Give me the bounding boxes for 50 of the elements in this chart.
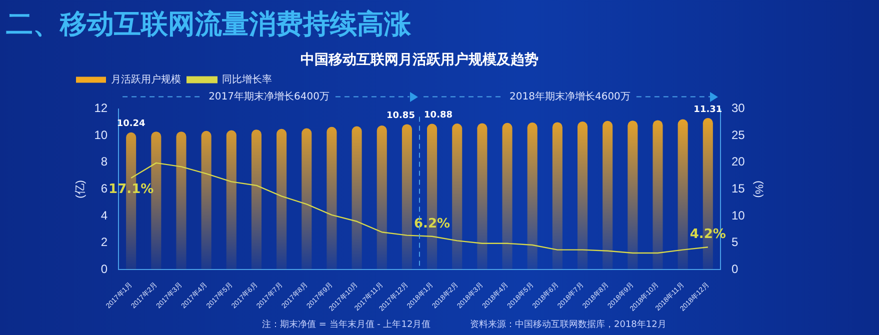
text: 2018年期末净增长4600万 (510, 90, 630, 102)
text: 资料来源：中国移动互联网数据库，2018年12月 (470, 318, 666, 331)
data-label: 6.2% (414, 216, 450, 232)
bar (226, 130, 236, 270)
y-axis-title: (亿) (74, 180, 87, 198)
y-tick-label: 4 (100, 208, 108, 222)
bar (678, 119, 688, 270)
y2-tick-label: 10 (731, 208, 746, 222)
y-tick-label: 10 (94, 128, 108, 142)
y2-tick-label: 5 (731, 235, 738, 250)
bar (452, 124, 462, 270)
data-label: 10.85 (386, 111, 415, 122)
y2-tick-label: 30 (731, 101, 746, 116)
bar (477, 123, 488, 270)
bar (628, 120, 638, 270)
y2-axis-title: (%) (752, 180, 764, 198)
data-label: 10.88 (424, 110, 453, 121)
data-label: 11.31 (694, 104, 722, 115)
text: 2017年期末净增长6400万 (208, 90, 330, 102)
chart-title: 二、移动互联网流量消费持续高涨 (6, 8, 411, 42)
legend-label: 同比增长率 (222, 74, 272, 86)
text: 注：期末净值 = 当年末月值 - 上年12月值 (262, 318, 431, 331)
bar (201, 130, 212, 270)
bar (326, 126, 337, 270)
bar (176, 132, 186, 270)
bar (527, 122, 538, 270)
data-label: 10.24 (116, 119, 146, 130)
chart-subtitle: 中国移动互联网月活跃用户规模及趋势 (300, 51, 538, 68)
y2-tick-label: 15 (731, 182, 746, 196)
bar (602, 120, 613, 270)
y-tick-label: 2 (100, 235, 108, 250)
bar (402, 124, 412, 270)
bar (276, 128, 287, 270)
bar (302, 128, 312, 270)
bar (251, 130, 262, 270)
bar (502, 122, 512, 270)
y-tick-label: 12 (94, 101, 108, 116)
bar (578, 122, 588, 270)
bar (552, 122, 562, 270)
bar (376, 126, 387, 270)
y-tick-label: 8 (100, 154, 108, 169)
y2-tick-label: 25 (731, 128, 746, 142)
legend-label: 月活跃用户规模 (111, 74, 181, 86)
bar (352, 126, 362, 270)
data-label: 4.2% (690, 227, 726, 242)
y2-tick-label: 0 (731, 262, 738, 276)
y2-tick-label: 20 (731, 154, 746, 169)
y-tick-label: 0 (100, 262, 108, 276)
y-tick-label: 6 (100, 182, 108, 196)
bar (652, 120, 663, 270)
